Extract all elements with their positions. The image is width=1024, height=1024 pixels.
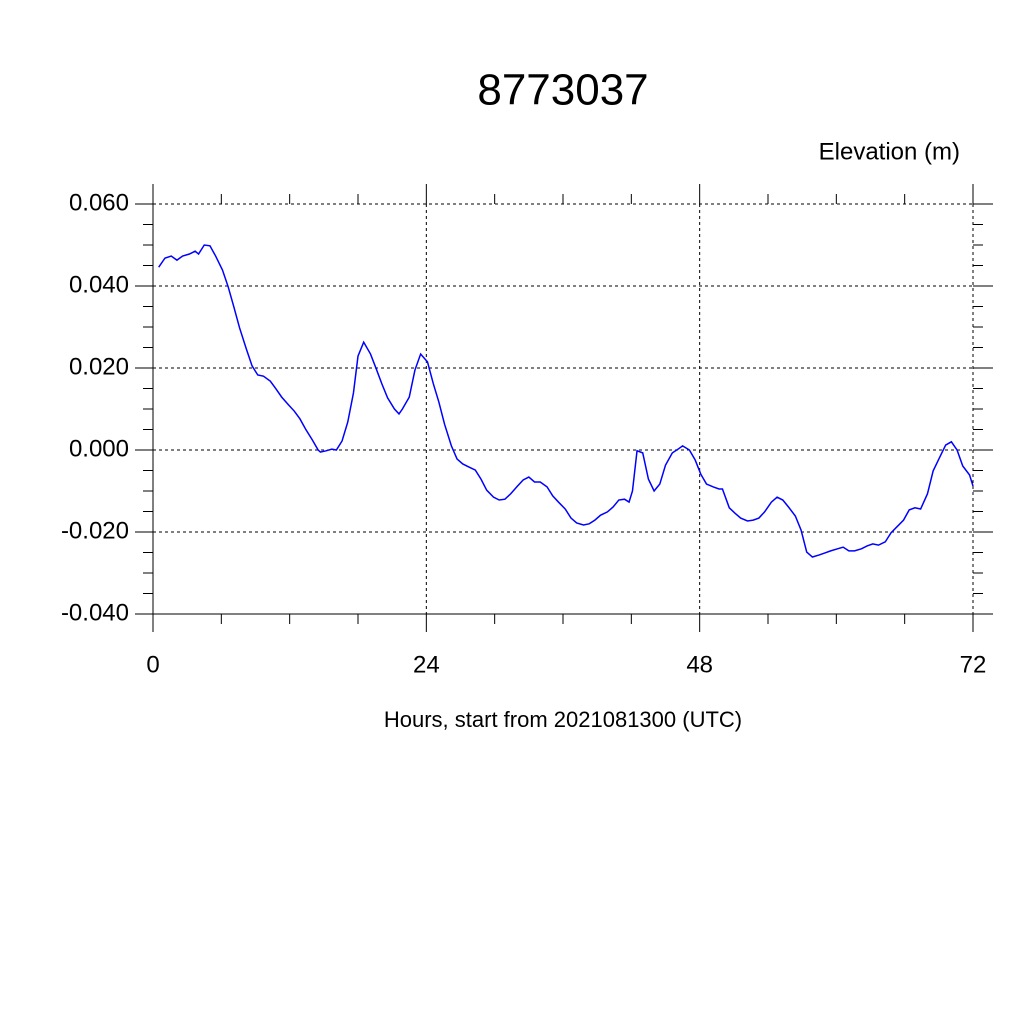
x-axis-label: Hours, start from 2021081300 (UTC) xyxy=(384,707,742,732)
y-tick-label: 0.040 xyxy=(69,271,129,298)
x-tick-label: 48 xyxy=(686,651,713,678)
y-axis-label: Elevation (m) xyxy=(819,138,960,165)
x-tick-label: 24 xyxy=(413,651,440,678)
y-tick-label: -0.020 xyxy=(61,517,129,544)
y-tick-label: 0.000 xyxy=(69,435,129,462)
y-tick-label: -0.040 xyxy=(61,599,129,626)
x-tick-label: 72 xyxy=(960,651,987,678)
y-tick-label: 0.060 xyxy=(69,189,129,216)
data-line xyxy=(158,244,974,558)
y-tick-label: 0.020 xyxy=(69,353,129,380)
chart-title: 8773037 xyxy=(477,66,648,115)
x-tick-label: 0 xyxy=(146,651,159,678)
